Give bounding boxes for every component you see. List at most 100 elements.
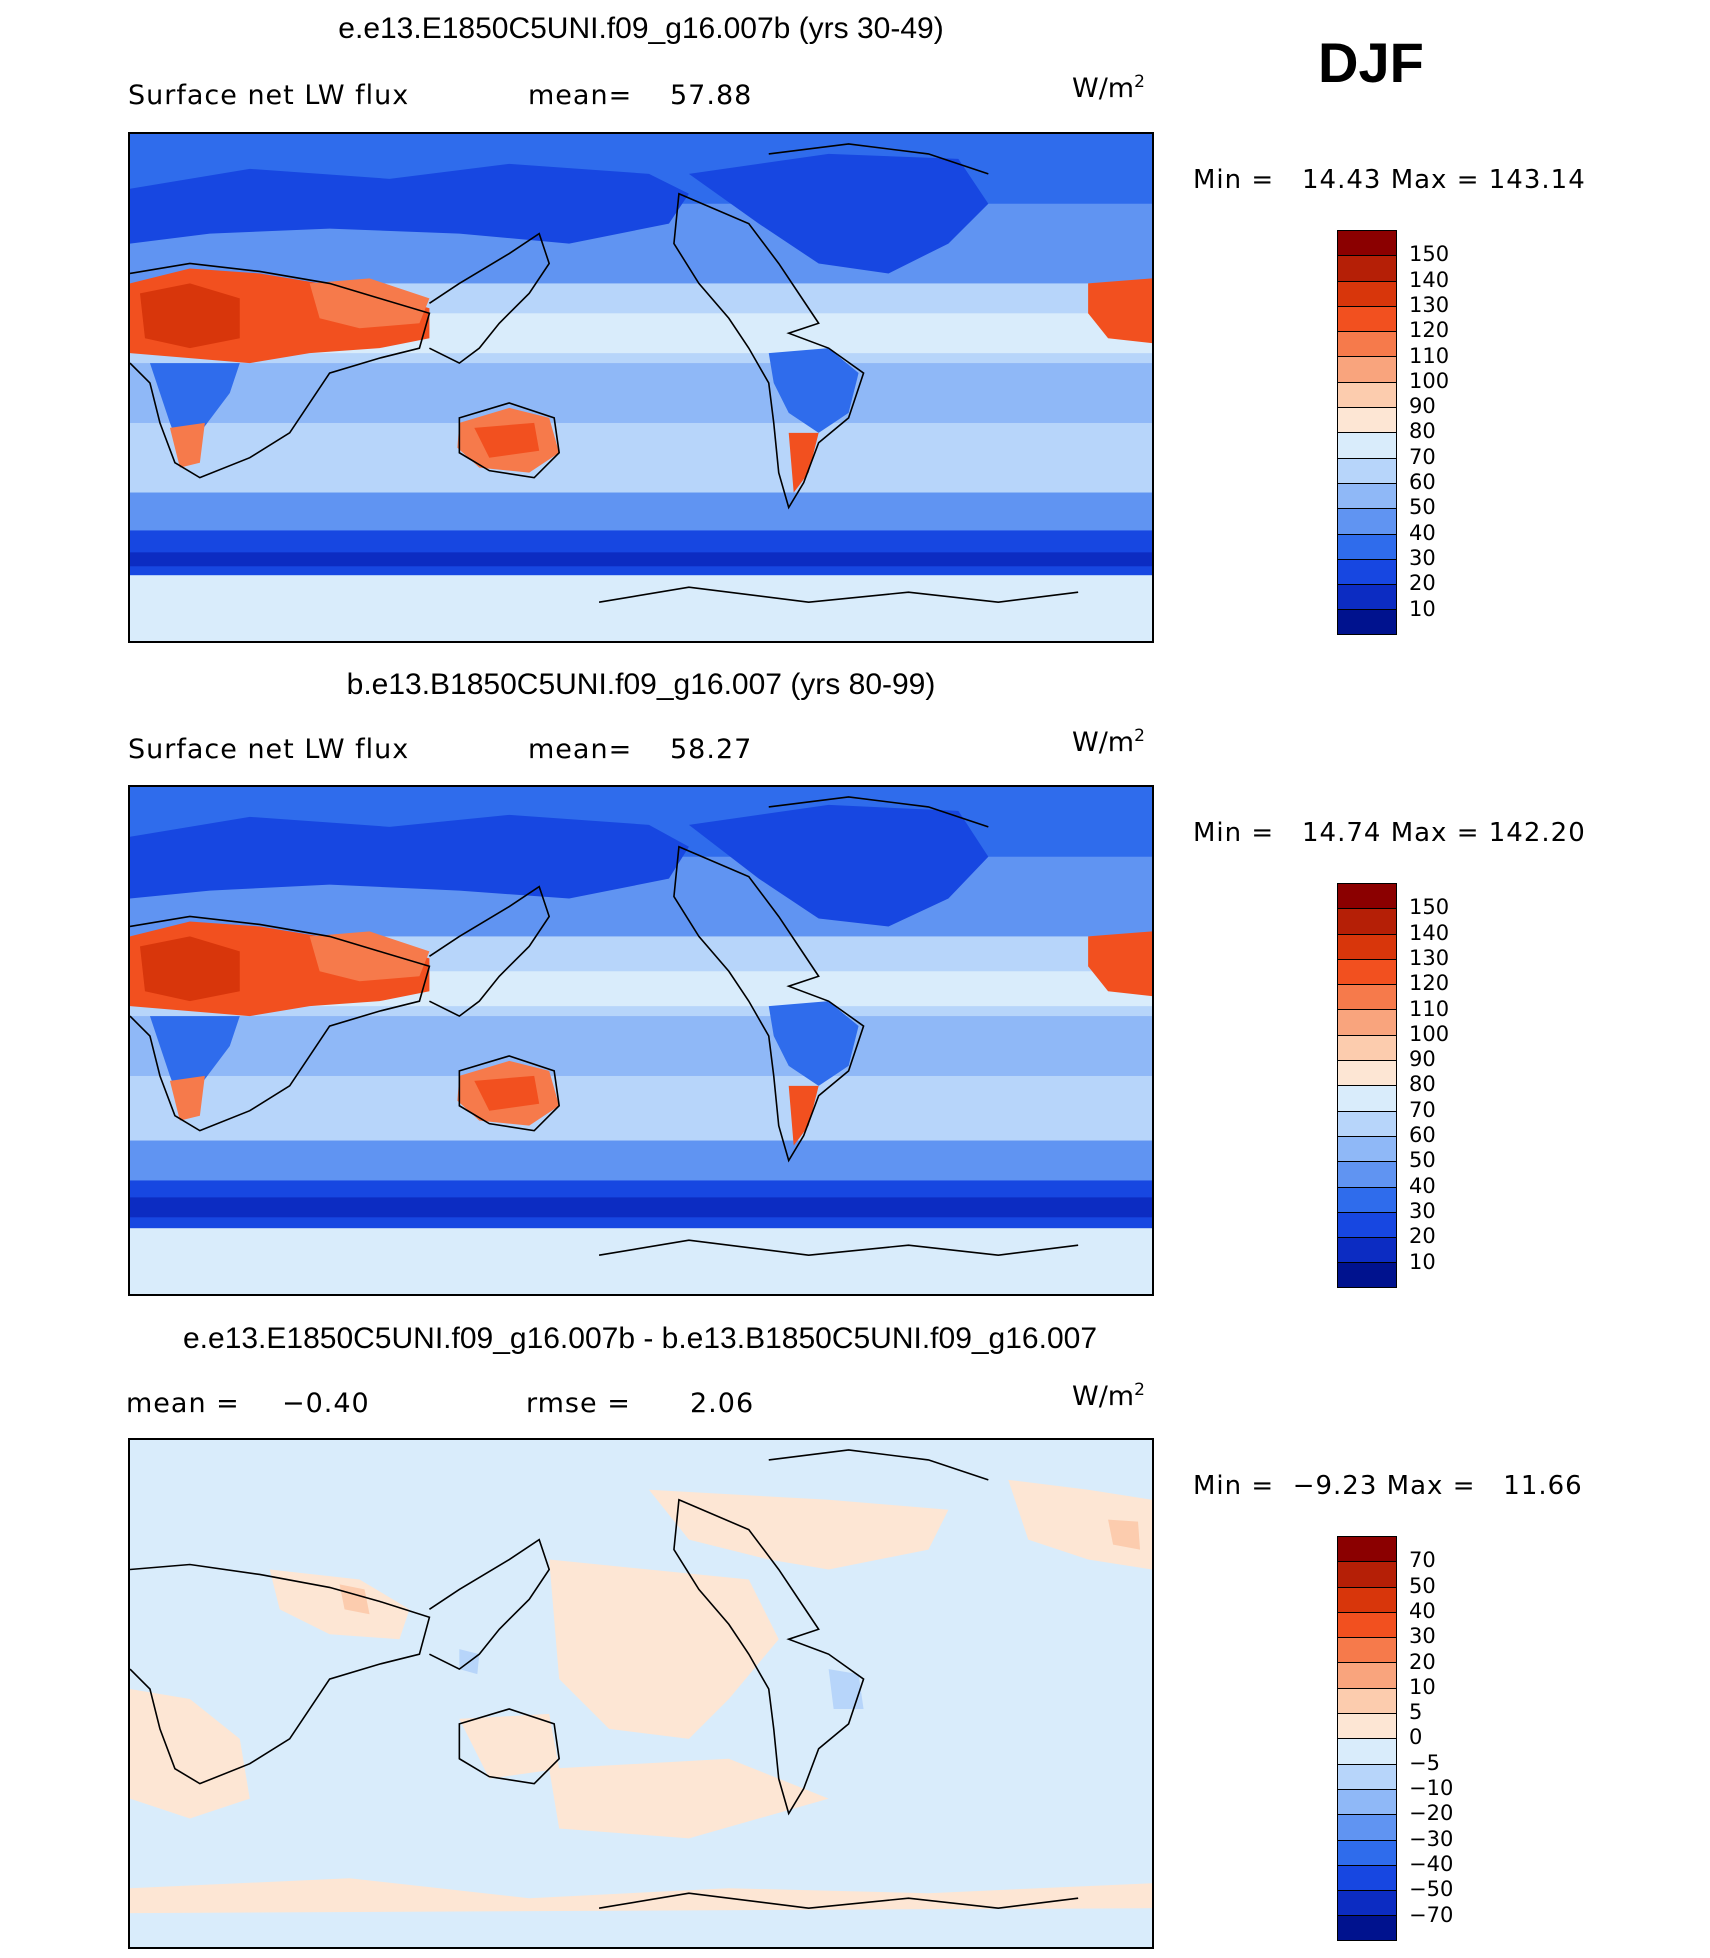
colorbar-swatch [1337,1536,1397,1562]
midlat-band-south [130,1140,1152,1186]
colorbar-tick-label: 100 [1409,368,1450,393]
australia-coast [458,1708,561,1785]
units-text: W/m [1072,1381,1135,1412]
colorbar-tick-label: 140 [1409,267,1450,292]
colorbar-swatch [1337,1085,1397,1111]
colorbar-tick-label: −10 [1409,1776,1454,1800]
panel-1-minmax: Min = 14.43 Max = 143.14 [1193,165,1586,195]
panel-3-max-value: 11.66 [1503,1471,1583,1501]
colorbar-tick-label: 130 [1409,945,1450,970]
amazon [768,1001,859,1086]
antarctica-coast [598,1892,1079,1909]
colorbar-tick-label: 10 [1409,1249,1436,1274]
colorbar-tick-label: 30 [1409,545,1436,570]
coastlines [130,796,1079,1256]
colorbar-swatch [1337,984,1397,1010]
colorbar-swatch [1337,457,1397,483]
africa-edge-warm [1088,278,1152,344]
americas-coast [673,845,865,1163]
coastlines [130,143,1079,603]
colorbar-swatch [1337,1237,1397,1263]
arctic-coast [768,143,989,175]
colorbar-swatch [1337,482,1397,509]
panel-2-units: W/m2 [1072,726,1145,758]
australia-coast [458,402,561,479]
panel-3-rmse-label: rmse = [526,1388,631,1419]
midlat-band-south [130,492,1152,533]
central-africa [149,1016,240,1116]
africa-coast [130,915,431,1132]
panel-3-minmax: Min = −9.23 Max = 11.66 [1193,1471,1583,1501]
panel-1-units: W/m2 [1072,72,1145,104]
panel-1-mean-value: 57.88 [670,80,753,111]
colorbar-tick-label: 70 [1409,1548,1436,1573]
colorbar-swatch [1337,331,1397,357]
southern-ocean-dark [130,552,1152,567]
panel-1-colorbar [1337,230,1397,635]
antarctica-coast [598,1239,1079,1256]
panel-2-min-value: 14.74 [1301,818,1382,848]
colorbar-swatch [1337,1713,1397,1739]
eurasia-cold [130,814,689,899]
colorbar-swatch [1337,1611,1397,1638]
panel-1-min-label: Min = [1193,165,1275,195]
colorbar-swatch [1337,280,1397,306]
asia-coast [428,1538,551,1671]
panel-1-max-label: Max = [1390,165,1480,195]
north-america-cold [688,153,989,274]
asia-coast [428,885,551,1018]
panel-2-mean-value: 58.27 [670,734,753,765]
subtropic-band-south [130,1075,1152,1141]
africa-coast [130,262,431,479]
colorbar-tick-label: −20 [1409,1801,1454,1826]
colorbar-tick-label: 60 [1409,470,1436,494]
colorbar-tick-label: 50 [1409,495,1436,520]
colorbar-swatch [1337,1864,1397,1891]
south-pacific-pos [549,1758,829,1839]
colorbar-tick-label: 80 [1409,1072,1436,1097]
colorbar-swatch [1337,1662,1397,1688]
colorbar-tick-label: 90 [1409,1047,1436,1072]
colorbar-swatch [1337,407,1397,433]
panel-2-title: b.e13.B1850C5UNI.f09_g16.007 (yrs 80-99) [346,668,936,701]
colorbar-tick-label: 50 [1409,1148,1436,1173]
colorbar-tick-label: 60 [1409,1123,1436,1147]
antarctic-band [130,1228,1152,1294]
colorbar-swatch [1337,883,1397,909]
australia-pos [459,1713,560,1779]
colorbar-tick-label: 5 [1409,1700,1423,1725]
colorbar-tick-label: 30 [1409,1198,1436,1223]
colorbar-tick-label: 30 [1409,1624,1436,1649]
panel-3-min-label: Min = [1193,1471,1275,1501]
colorbar-swatch [1337,1009,1397,1035]
panel-2-max-label: Max = [1390,818,1480,848]
colorbar-tick-label: −40 [1409,1851,1454,1876]
panel-3-colorbar [1337,1536,1397,1941]
colorbar-swatch [1337,609,1397,635]
antarctic-band [130,575,1152,641]
colorbar-tick-label: 130 [1409,292,1450,317]
colorbar-tick-label: 150 [1409,895,1450,920]
europe-core [1108,1519,1141,1550]
panel-3-title: e.e13.E1850C5UNI.f09_g16.007b - b.e13.B1… [182,1322,1098,1355]
equator-band [130,1016,1152,1076]
panel-3-map-svg [130,1440,1152,1947]
colorbar-tick-label: 0 [1409,1725,1423,1750]
colorbar-swatch [1337,908,1397,934]
panel-2-variable-label: Surface net LW flux [128,734,410,765]
sahara-core [139,936,240,1002]
colorbar-tick-label: 110 [1409,996,1450,1021]
arabia-warm [309,931,430,982]
arabia-warm [309,278,430,329]
colorbar-swatch [1337,584,1397,610]
colorbar-tick-label: −70 [1409,1902,1454,1927]
colorbar-swatch [1337,1687,1397,1714]
colorbar-tick-label: 10 [1409,1674,1436,1699]
colorbar-swatch [1337,1738,1397,1764]
colorbar-swatch [1337,255,1397,281]
colorbar-swatch [1337,1763,1397,1789]
southern-africa-warm [169,422,205,468]
colorbar-swatch [1337,533,1397,559]
africa-coast [130,1563,431,1785]
antarctica-coast [598,586,1079,603]
